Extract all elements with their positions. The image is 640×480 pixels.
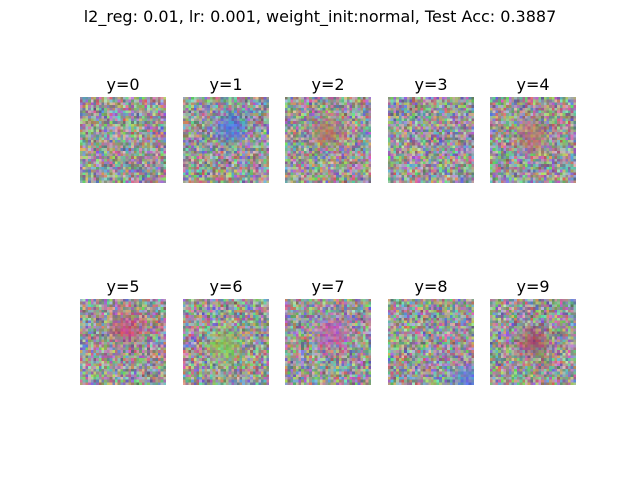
panel-title-3: y=3	[414, 75, 448, 94]
panel-title-2: y=2	[311, 75, 345, 94]
weight-panel-6: y=6	[183, 277, 269, 385]
weight-image-3	[388, 97, 474, 183]
panel-title-8: y=8	[414, 277, 448, 296]
weight-panel-5: y=5	[80, 277, 166, 385]
weight-panel-4: y=4	[490, 75, 576, 183]
weight-image-7	[285, 299, 371, 385]
figure-title: l2_reg: 0.01, lr: 0.001, weight_init:nor…	[83, 7, 557, 26]
weight-panel-2: y=2	[285, 75, 371, 183]
weight-panel-8: y=8	[388, 277, 474, 385]
panel-title-7: y=7	[311, 277, 345, 296]
weight-image-4	[490, 97, 576, 183]
panel-title-4: y=4	[516, 75, 550, 94]
panel-title-0: y=0	[106, 75, 140, 94]
weight-image-5	[80, 299, 166, 385]
weight-image-2	[285, 97, 371, 183]
weight-image-0	[80, 97, 166, 183]
panel-title-5: y=5	[106, 277, 140, 296]
weight-panel-1: y=1	[183, 75, 269, 183]
weight-panel-3: y=3	[388, 75, 474, 183]
weight-panel-9: y=9	[490, 277, 576, 385]
panel-title-1: y=1	[209, 75, 243, 94]
panel-title-6: y=6	[209, 277, 243, 296]
weight-image-8	[388, 299, 474, 385]
weight-panel-7: y=7	[285, 277, 371, 385]
panel-title-9: y=9	[516, 277, 550, 296]
weight-image-1	[183, 97, 269, 183]
weight-image-9	[490, 299, 576, 385]
weight-panel-0: y=0	[80, 75, 166, 183]
weight-image-6	[183, 299, 269, 385]
